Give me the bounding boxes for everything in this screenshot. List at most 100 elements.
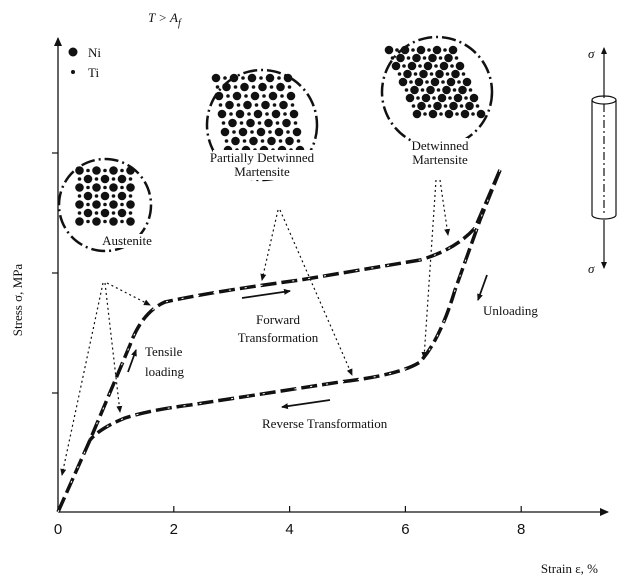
- atom: [109, 166, 118, 175]
- atom: [413, 110, 422, 119]
- atom: [103, 169, 107, 173]
- atom: [471, 112, 475, 116]
- x-tick-label: 6: [401, 521, 409, 538]
- atom: [403, 70, 412, 79]
- atom: [415, 78, 424, 87]
- atom: [255, 103, 259, 107]
- atom: [120, 186, 124, 190]
- atom: [92, 200, 101, 209]
- atom: [78, 194, 82, 198]
- x-label: Strain ε, %: [541, 561, 598, 576]
- atom: [423, 56, 427, 60]
- atom: [448, 96, 452, 100]
- annotation: Reverse Transformation: [262, 416, 388, 431]
- inset-label: Martensite: [234, 164, 290, 179]
- atom: [426, 86, 435, 95]
- atom: [276, 121, 280, 125]
- atom: [408, 62, 417, 71]
- atom: [75, 217, 84, 226]
- legend-ni-dot: [69, 48, 78, 57]
- atom: [232, 130, 236, 134]
- atom: [272, 110, 281, 119]
- atom: [444, 104, 448, 108]
- atom: [254, 110, 263, 119]
- annotation: Tensile: [145, 344, 183, 359]
- atom: [412, 104, 416, 108]
- atom: [398, 72, 402, 76]
- atom: [399, 78, 408, 87]
- atom: [402, 64, 406, 68]
- atom: [293, 128, 302, 137]
- atom: [461, 110, 470, 119]
- atom: [434, 64, 438, 68]
- atom: [230, 74, 239, 83]
- atom: [287, 92, 296, 101]
- atom: [84, 209, 93, 218]
- atom: [75, 200, 84, 209]
- atom: [120, 203, 124, 207]
- atom: [470, 94, 479, 103]
- atom: [258, 83, 267, 92]
- atom: [120, 169, 124, 173]
- atom: [86, 169, 90, 173]
- atom: [118, 209, 127, 218]
- atom: [428, 54, 437, 63]
- atom: [422, 94, 431, 103]
- atom: [218, 110, 227, 119]
- atom: [406, 94, 415, 103]
- atom: [109, 183, 118, 192]
- atom: [236, 110, 245, 119]
- atom: [84, 192, 93, 201]
- atom: [288, 85, 292, 89]
- atom: [222, 121, 226, 125]
- atom: [95, 194, 99, 198]
- atom: [432, 96, 436, 100]
- atom: [103, 186, 107, 190]
- atom: [129, 177, 133, 181]
- atom: [294, 121, 298, 125]
- atom: [277, 76, 281, 80]
- atom: [243, 101, 252, 110]
- atom: [273, 103, 277, 107]
- atom: [112, 177, 116, 181]
- atom: [427, 48, 431, 52]
- annotation: loading: [145, 364, 184, 379]
- atom: [401, 46, 410, 55]
- atom: [433, 46, 442, 55]
- x-tick-label: 8: [517, 521, 525, 538]
- atom: [286, 130, 290, 134]
- atom: [228, 119, 237, 128]
- atom: [101, 175, 110, 184]
- atom: [126, 200, 135, 209]
- atom: [457, 80, 461, 84]
- atom: [75, 166, 84, 175]
- atom: [438, 94, 447, 103]
- atom: [112, 194, 116, 198]
- atom: [247, 112, 251, 116]
- figure: T > Af Stress σ, MPa Strain ε, % 02468 N…: [0, 0, 622, 581]
- atom: [212, 74, 221, 83]
- inset-label: Detwinned: [411, 138, 469, 153]
- atom: [258, 121, 262, 125]
- x-tick-label: 0: [54, 521, 62, 538]
- atom: [231, 137, 240, 146]
- atom: [78, 211, 82, 215]
- atom: [442, 86, 451, 95]
- pointers: [62, 180, 448, 475]
- atom: [395, 48, 399, 52]
- atom: [297, 139, 301, 143]
- atom: [84, 175, 93, 184]
- atom: [284, 74, 293, 83]
- atom: [411, 48, 415, 52]
- atom: [103, 220, 107, 224]
- atom: [439, 112, 443, 116]
- specimen: [592, 48, 616, 268]
- atom: [222, 83, 231, 92]
- atom: [391, 56, 395, 60]
- atom: [244, 94, 248, 98]
- atom: [405, 88, 409, 92]
- atom: [265, 112, 269, 116]
- atom: [464, 96, 468, 100]
- atom: [216, 85, 220, 89]
- atom: [268, 130, 272, 134]
